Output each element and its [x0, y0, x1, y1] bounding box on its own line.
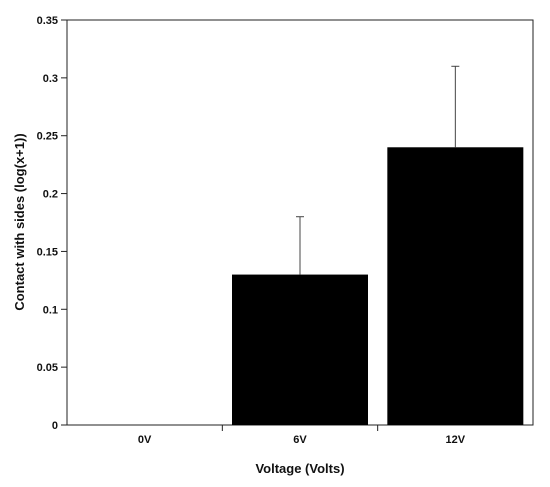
- x-tick-label: 6V: [293, 434, 307, 446]
- bar: [232, 274, 368, 425]
- y-tick-label: 0.05: [37, 362, 58, 374]
- x-axis: 0V 6V 12V: [138, 425, 466, 446]
- y-tick-label: 0.2: [43, 189, 58, 201]
- y-axis-title: Contact with sides (log(x+1)): [12, 133, 27, 310]
- x-axis-title: Voltage (Volts): [255, 461, 344, 476]
- bars: [232, 147, 524, 426]
- y-tick-label: 0.15: [37, 246, 58, 258]
- y-tick-label: 0.25: [37, 131, 58, 143]
- x-tick-label: 0V: [138, 434, 152, 446]
- bar: [387, 147, 524, 426]
- y-tick-label: 0: [52, 420, 58, 432]
- y-tick-label: 0.35: [37, 15, 58, 27]
- y-tick-label: 0.1: [43, 304, 58, 316]
- x-tick-label: 12V: [446, 434, 466, 446]
- y-axis: 0 0.05 0.1 0.15 0.2 0.25 0.3 0.35: [37, 15, 67, 432]
- y-tick-label: 0.3: [43, 73, 58, 85]
- error-bars: [296, 65, 460, 275]
